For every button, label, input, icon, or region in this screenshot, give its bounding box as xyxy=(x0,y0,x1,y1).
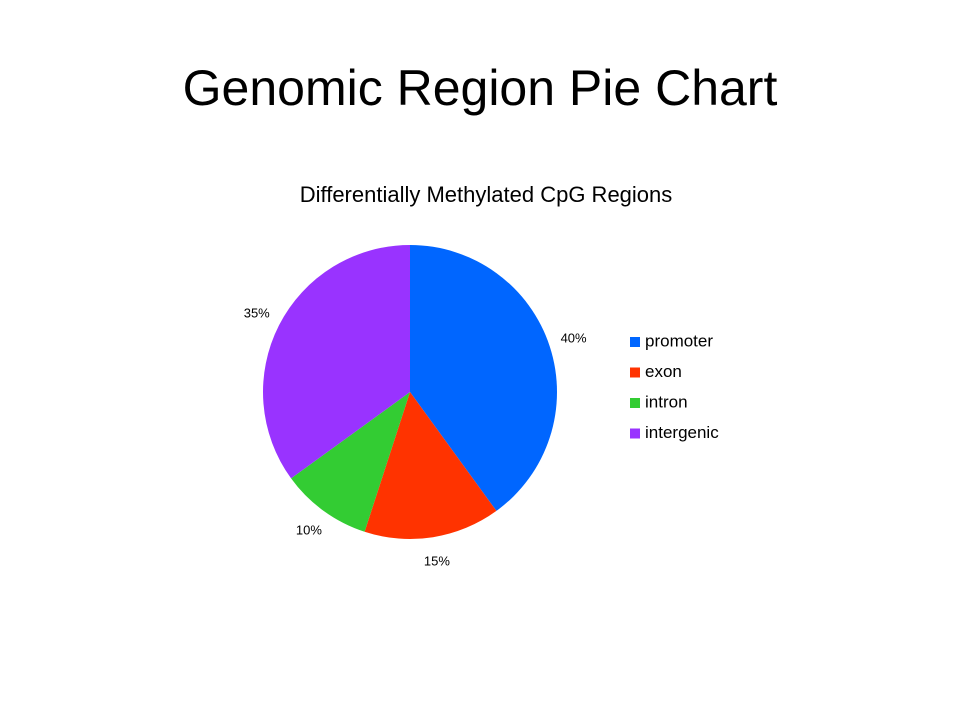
legend-swatch xyxy=(630,337,640,347)
legend-label: intron xyxy=(645,392,688,411)
legend-label: promoter xyxy=(645,331,713,350)
data-label: 10% xyxy=(296,523,322,538)
pie-slice xyxy=(291,392,410,532)
legend-label: intergenic xyxy=(645,423,719,442)
legend-swatch xyxy=(630,398,640,408)
pie-slice xyxy=(263,245,410,479)
data-label: 35% xyxy=(244,305,270,320)
slide-title: Genomic Region Pie Chart xyxy=(183,60,778,116)
data-label: 40% xyxy=(561,330,587,345)
legend-swatch xyxy=(630,367,640,378)
pie-slice xyxy=(410,245,557,511)
data-label: 15% xyxy=(424,553,450,568)
legend-swatch xyxy=(630,428,640,439)
pie-slice xyxy=(364,392,497,539)
chart-title: Differentially Methylated CpG Regions xyxy=(300,182,673,207)
legend-label: exon xyxy=(645,362,682,381)
